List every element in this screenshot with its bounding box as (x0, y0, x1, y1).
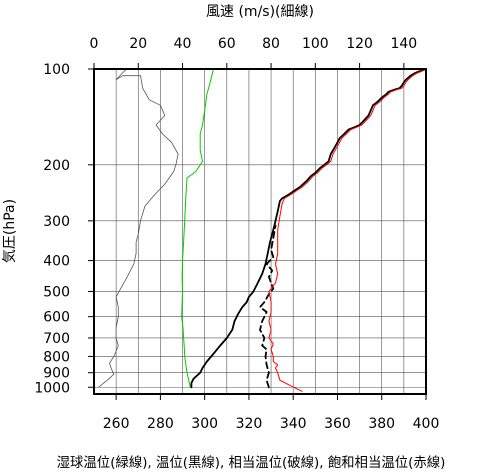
y-tick-label: 200 (43, 158, 70, 174)
y-tick-label: 500 (43, 284, 70, 300)
left-axis-title: 気圧(hPa) (2, 199, 18, 263)
x-top-tick-label: 120 (346, 36, 373, 52)
series-layer (98, 68, 427, 392)
y-tick-label: 700 (43, 331, 70, 347)
x-top-tick-label: 0 (90, 36, 99, 52)
x-bottom-tick-label: 300 (191, 416, 218, 432)
series-line-equivalent-potential-temperature (259, 224, 277, 389)
grid (94, 69, 426, 394)
x-top-tick-label: 80 (262, 36, 280, 52)
y-tick-label: 600 (43, 310, 70, 326)
y-tick-label: 800 (43, 349, 70, 365)
top-axis-title: 風速 (m/s)(細線) (206, 4, 314, 20)
ticks (88, 63, 427, 400)
y-tick-label: 1000 (34, 380, 70, 396)
x-bottom-tick-label: 340 (280, 416, 307, 432)
series-line-wind-speed (98, 68, 179, 388)
x-bottom-tick-label: 380 (368, 416, 395, 432)
plot-frame (93, 68, 427, 395)
y-tick-label: 900 (43, 366, 70, 382)
x-top-tick-label: 40 (174, 36, 192, 52)
x-bottom-tick-label: 360 (324, 416, 351, 432)
y-tick-label: 100 (43, 62, 70, 78)
x-top-tick-label: 140 (390, 36, 417, 52)
y-tick-label: 400 (43, 254, 70, 270)
series-line-wet-bulb-potential-temperature (181, 68, 214, 388)
x-bottom-tick-label: 320 (236, 416, 263, 432)
series-line-potential-temperature (190, 68, 427, 389)
x-bottom-tick-label: 280 (147, 416, 174, 432)
series-line-saturated-equivalent-potential-temperature (268, 68, 427, 392)
x-top-tick-label: 100 (302, 36, 329, 52)
y-tick-label: 300 (43, 214, 70, 230)
x-top-tick-label: 60 (218, 36, 236, 52)
bottom-axis-title: 湿球温位(緑線), 温位(黒線), 相当温位(破線), 飽和相当温位(赤線) (57, 455, 446, 471)
tick-labels: 260 280 300 320 340 360 380 400 0 20 40 60 80 100 120 1… (34, 36, 439, 432)
x-bottom-tick-label: 260 (103, 416, 130, 432)
x-bottom-tick-label: 400 (413, 416, 440, 432)
x-top-tick-label: 20 (129, 36, 147, 52)
